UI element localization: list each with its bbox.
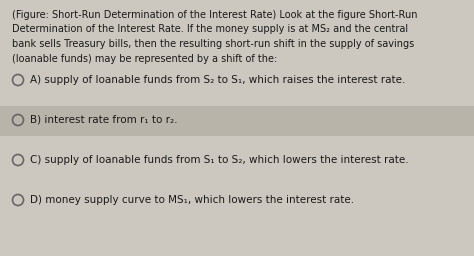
- Text: B) interest rate from r₁ to r₂.: B) interest rate from r₁ to r₂.: [30, 115, 177, 125]
- Text: bank sells Treasury bills, then the resulting short-run shift in the supply of s: bank sells Treasury bills, then the resu…: [12, 39, 414, 49]
- Text: D) money supply curve to MS₁, which lowers the interest rate.: D) money supply curve to MS₁, which lowe…: [30, 195, 354, 205]
- Text: Determination of the Interest Rate. If the money supply is at MS₂ and the centra: Determination of the Interest Rate. If t…: [12, 25, 408, 35]
- Text: A) supply of loanable funds from S₂ to S₁, which raises the interest rate.: A) supply of loanable funds from S₂ to S…: [30, 75, 405, 85]
- Text: (loanable funds) may be represented by a shift of the:: (loanable funds) may be represented by a…: [12, 54, 277, 63]
- Text: C) supply of loanable funds from S₁ to S₂, which lowers the interest rate.: C) supply of loanable funds from S₁ to S…: [30, 155, 409, 165]
- Text: (Figure: Short-Run Determination of the Interest Rate) Look at the figure Short-: (Figure: Short-Run Determination of the …: [12, 10, 418, 20]
- FancyBboxPatch shape: [0, 106, 474, 136]
